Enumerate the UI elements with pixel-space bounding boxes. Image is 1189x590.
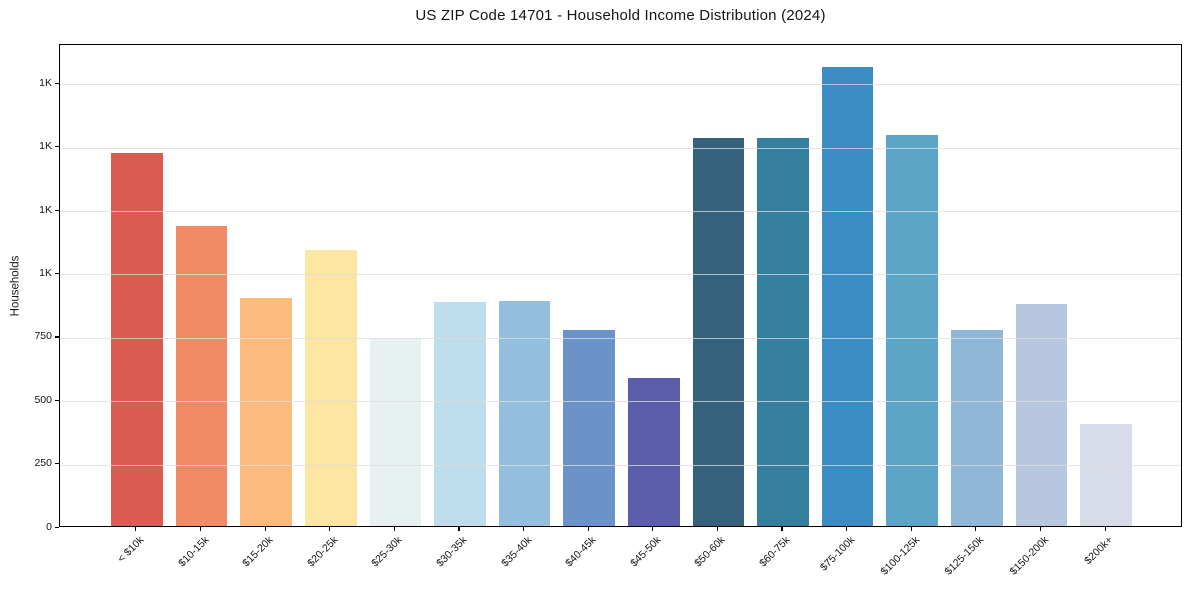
gridline: [60, 84, 1181, 86]
x-tick-mark: [1104, 527, 1106, 531]
y-axis-label-container: Households: [2, 44, 28, 527]
y-tick-label: 750: [34, 330, 52, 343]
gridline: [60, 147, 1181, 149]
x-tick-label: < $10k: [115, 534, 147, 565]
y-tick-mark: [54, 209, 59, 211]
gridline: [60, 274, 1181, 276]
x-tick-mark: [393, 527, 395, 531]
x-tick-mark: [587, 527, 589, 531]
gridline: [60, 401, 1181, 403]
y-tick-mark: [54, 82, 59, 84]
x-tick-label: $40-45k: [563, 534, 599, 570]
x-tick-label: $100-125k: [878, 534, 922, 578]
gridline: [60, 464, 1181, 466]
x-tick-label: $45-50k: [627, 534, 664, 570]
y-tick-mark: [54, 399, 59, 401]
y-tick-label: 1K: [39, 76, 52, 89]
bar-$60-75k: [757, 138, 809, 526]
plot-area: [59, 44, 1182, 527]
x-tick-label: $60-75k: [757, 534, 793, 570]
bar-$10-15k: [175, 226, 228, 526]
x-tick-label: $50-60k: [692, 534, 728, 570]
x-tick-mark: [910, 527, 912, 531]
x-tick-mark: [781, 527, 783, 531]
bar-$100-125k: [886, 135, 939, 526]
y-tick-label: 1K: [39, 203, 52, 216]
x-tick-mark: [1039, 527, 1042, 531]
x-tick-label: $30-35k: [434, 534, 470, 570]
chart-title: US ZIP Code 14701 - Household Income Dis…: [415, 7, 826, 24]
y-tick-label: 500: [34, 393, 52, 406]
bar-$25-30k: [369, 337, 422, 526]
y-tick-mark: [54, 463, 59, 465]
y-tick-mark: [54, 146, 59, 148]
y-tick-mark: [54, 526, 59, 528]
x-tick-mark: [264, 527, 266, 531]
x-tick-mark: [135, 527, 137, 531]
y-tick-label: 1K: [39, 140, 52, 153]
x-tick-label: $15-20k: [240, 534, 276, 570]
y-tick-mark: [54, 272, 59, 275]
bar-$35-40k: [498, 300, 551, 526]
y-tick-label: 1K: [39, 266, 52, 279]
bar-$20-25k: [304, 250, 357, 526]
x-tick-mark: [975, 527, 977, 531]
bar-$45-50k: [627, 378, 680, 526]
x-tick-mark: [199, 527, 202, 531]
bar-$150-200k: [1015, 303, 1068, 526]
y-tick-label: 0: [46, 520, 52, 533]
gridline: [60, 337, 1181, 339]
y-tick-mark: [54, 336, 59, 338]
x-tick-label: $200k+: [1082, 534, 1116, 568]
x-tick-label: $10-15k: [175, 534, 212, 570]
bar-$200k+: [1080, 424, 1132, 526]
x-tick-mark: [652, 527, 654, 531]
x-tick-mark: [716, 527, 718, 531]
x-tick-label: $75-100k: [817, 534, 858, 574]
x-tick-mark: [329, 527, 331, 531]
bar-$15-20k: [240, 297, 292, 526]
bar-< $10k: [111, 153, 163, 526]
x-tick-label: $150-200k: [1007, 534, 1051, 578]
y-tick-label: 250: [34, 457, 52, 470]
x-tick-label: $35-40k: [498, 534, 535, 570]
y-axis-label: Households: [9, 255, 22, 316]
gridline: [60, 211, 1181, 213]
bar-$40-45k: [563, 329, 616, 526]
bar-$50-60k: [692, 138, 745, 526]
bar-$75-100k: [821, 66, 874, 526]
bar-$30-35k: [434, 301, 486, 526]
bar-$125-150k: [951, 329, 1003, 526]
x-tick-mark: [846, 527, 848, 531]
x-tick-mark: [522, 527, 525, 531]
x-tick-label: $125-150k: [942, 534, 987, 578]
x-tick-label: $25-30k: [369, 534, 405, 570]
x-tick-mark: [458, 527, 460, 531]
x-tick-label: $20-25k: [304, 534, 341, 570]
